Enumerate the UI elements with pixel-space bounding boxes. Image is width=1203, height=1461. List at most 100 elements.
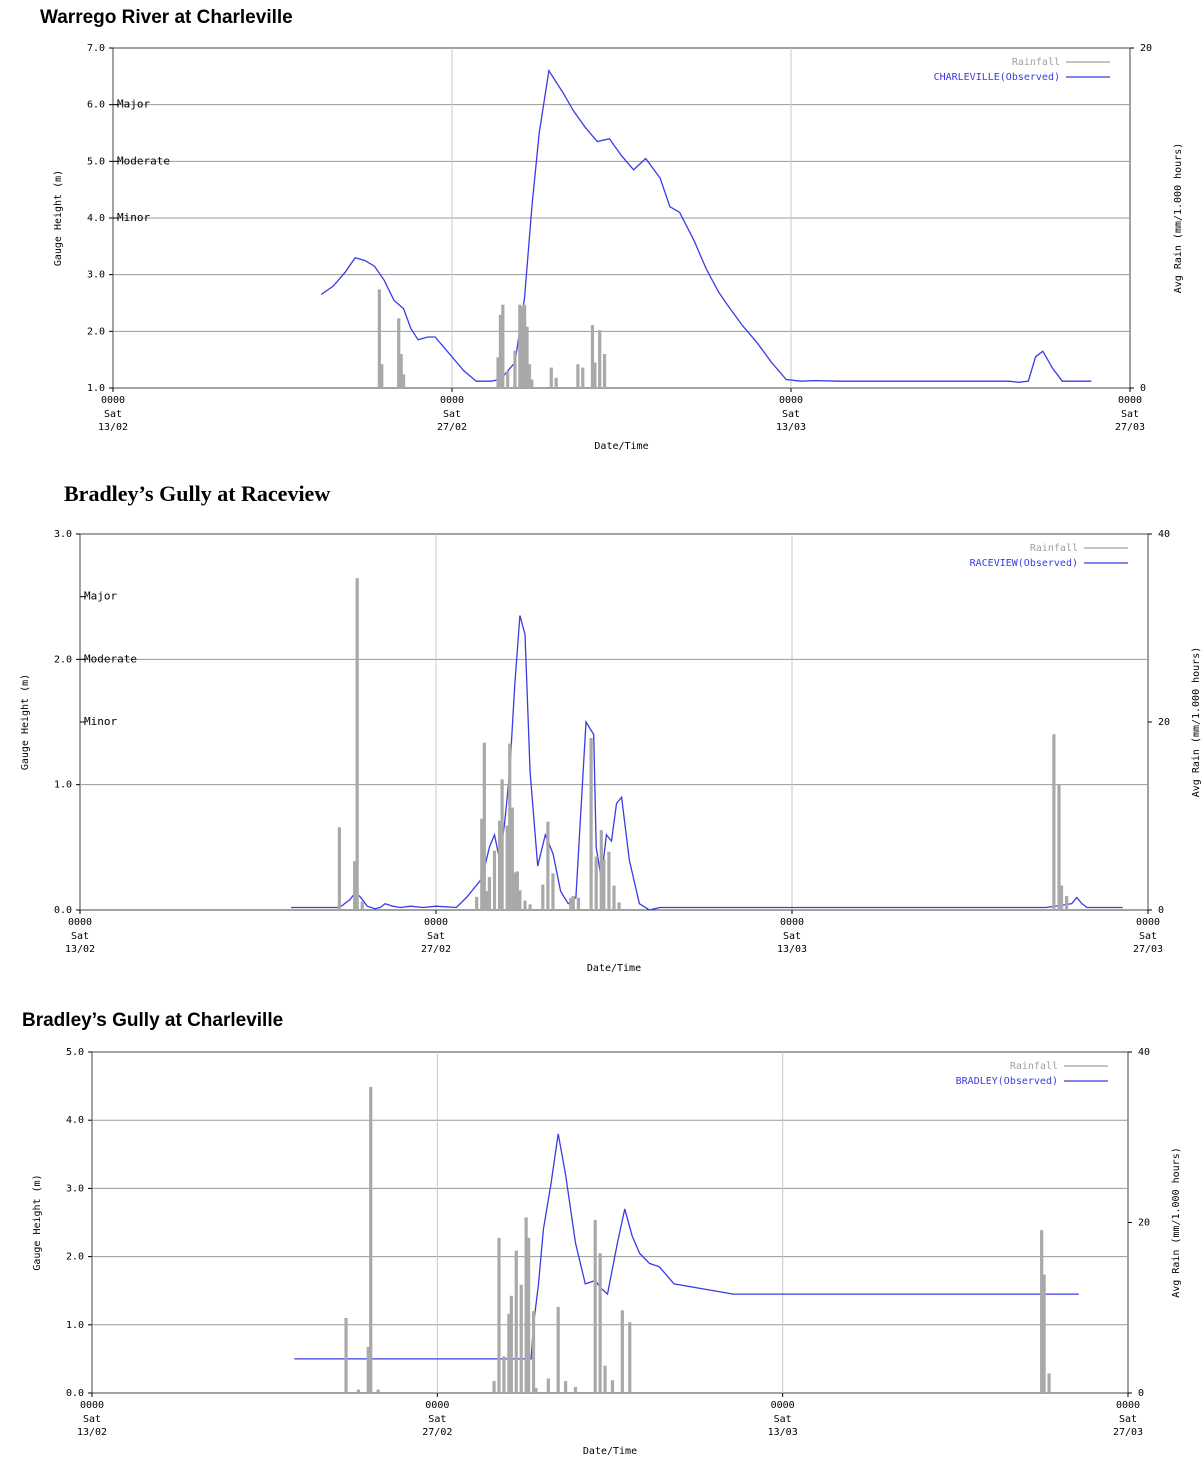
rainfall-bar [487,877,491,910]
x-tick-time: 0000 [424,917,448,928]
y-tick-label: 3.0 [87,270,105,281]
rainfall-bar [518,304,522,388]
rainfall-bar [534,1387,538,1393]
x-axis-label: Date/Time [583,1446,637,1457]
x-tick-date: 27/02 [437,422,467,433]
y-tick-label: 2.0 [87,326,105,337]
rainfall-bar [397,318,401,388]
x-tick-date: 13/02 [77,1427,107,1438]
rainfall-bar [594,856,598,910]
rainfall-bar [513,872,517,910]
x-tick-day: Sat [104,409,122,420]
y-tick-label: 0.0 [66,1388,84,1399]
rainfall-bar [527,1237,531,1393]
x-tick-day: Sat [443,409,461,420]
legend-label: CHARLEVILLE(Observed) [934,72,1060,83]
x-tick-day: Sat [782,409,800,420]
rainfall-bar [1040,1230,1044,1393]
rainfall-bar [1065,895,1069,910]
x-tick-date: 13/03 [768,1427,798,1438]
flood-level-label: Major [117,98,150,111]
rainfall-bar [554,377,558,388]
chart-1-warrego: 1.0 2.0 3.0 4.0 5.0 6.0 7.0 0000 Sat 13/02 0000 Sat… [53,43,1184,452]
rainfall-bar [492,1381,496,1393]
observed-line [294,1133,1079,1360]
rainfall-bar [602,859,606,910]
rainfall-bar [498,314,503,388]
flood-level-label: Moderate [117,154,170,167]
y-axis-label: Gauge Height (m) [32,1174,43,1270]
y2-tick-label: 40 [1158,529,1170,540]
rainfall-bar [603,1365,607,1393]
rainfall-bar [598,330,602,388]
x-tick-time: 0000 [68,917,92,928]
rainfall-bar [602,354,607,388]
rainfall-bar [501,304,505,388]
y-tick-label: 1.0 [66,1320,84,1331]
chart-2-title: Bradley’s Gully at Raceview [64,481,331,506]
x-axis-label: Date/Time [587,963,641,974]
rainfall-bar [520,306,524,388]
y-tick-label: 2.0 [54,654,72,665]
rainfall-bar [598,1253,602,1393]
rainfall-bar [523,900,527,910]
rainfall-bar [528,904,532,910]
y2-tick-label: 0 [1158,905,1164,916]
rainfall-bar [344,1317,348,1393]
y2-axis-label: Avg Rain (mm/1.000 hours) [1191,647,1202,798]
flood-level-label: Minor [84,715,117,728]
x-tick-time: 0000 [1116,1400,1140,1411]
rainfall-bar [510,807,514,910]
y2-tick-label: 40 [1138,1047,1150,1058]
rainfall-bar [620,1310,624,1393]
x-tick-day: Sat [1119,1414,1137,1425]
rainfall-bar [541,884,545,910]
y-tick-label: 7.0 [87,43,105,54]
rainfall-bar [482,742,486,910]
rainfall-bar [551,873,555,910]
y-tick-label: 6.0 [87,100,105,111]
rainfall-bar [607,851,611,910]
y-tick-label: 1.0 [87,383,105,394]
y2-tick-label: 20 [1140,43,1152,54]
x-tick-time: 0000 [425,1400,449,1411]
x-tick-day: Sat [83,1414,101,1425]
rainfall-bar [546,821,550,910]
rainfall-bar [599,830,603,910]
rainfall-bar [337,827,341,910]
rainfall-bar [531,1311,536,1393]
x-tick-date: 27/03 [1113,1427,1143,1438]
chart-1-title: Warrego River at Charleville [40,7,293,28]
rainfall-bar [513,350,517,388]
rainfall-bar [546,1378,550,1393]
rainfall-bar [525,326,529,388]
x-tick-date: 27/03 [1115,422,1145,433]
rainfall-bar [524,1217,528,1393]
x-tick-date: 27/02 [422,1427,452,1438]
y-tick-label: 4.0 [66,1115,84,1126]
x-tick-time: 0000 [80,1400,104,1411]
rainfall-bar [515,871,519,910]
x-tick-time: 0000 [440,395,464,406]
rainfall-bar [369,1086,373,1393]
rainfall-bar [581,367,585,388]
rainfall-bar [360,901,364,910]
rainfall-bar [593,362,597,388]
y-axis-label: Gauge Height (m) [53,170,64,266]
rainfall-bar [527,364,532,388]
rainfall-bar [564,1381,568,1393]
rainfall-bar [356,1389,360,1393]
chart-2-raceview: 0.01.02.03.00000Sat13/020000Sat27/020000… [20,529,1202,974]
legend-label: RACEVIEW(Observed) [970,558,1078,569]
rainfall-bar [571,895,575,910]
legend-label: BRADLEY(Observed) [956,1076,1058,1087]
x-tick-date: 13/02 [65,944,95,955]
flood-level-label: Moderate [84,652,137,665]
rainfall-bar [593,1219,597,1393]
x-tick-time: 0000 [771,1400,795,1411]
plot-area [91,1051,1129,1394]
chart-3-title: Bradley’s Gully at Charleville [22,1010,284,1031]
x-tick-day: Sat [428,1414,446,1425]
rainfall-bar [628,1322,632,1393]
rainfall-bar [506,371,510,388]
